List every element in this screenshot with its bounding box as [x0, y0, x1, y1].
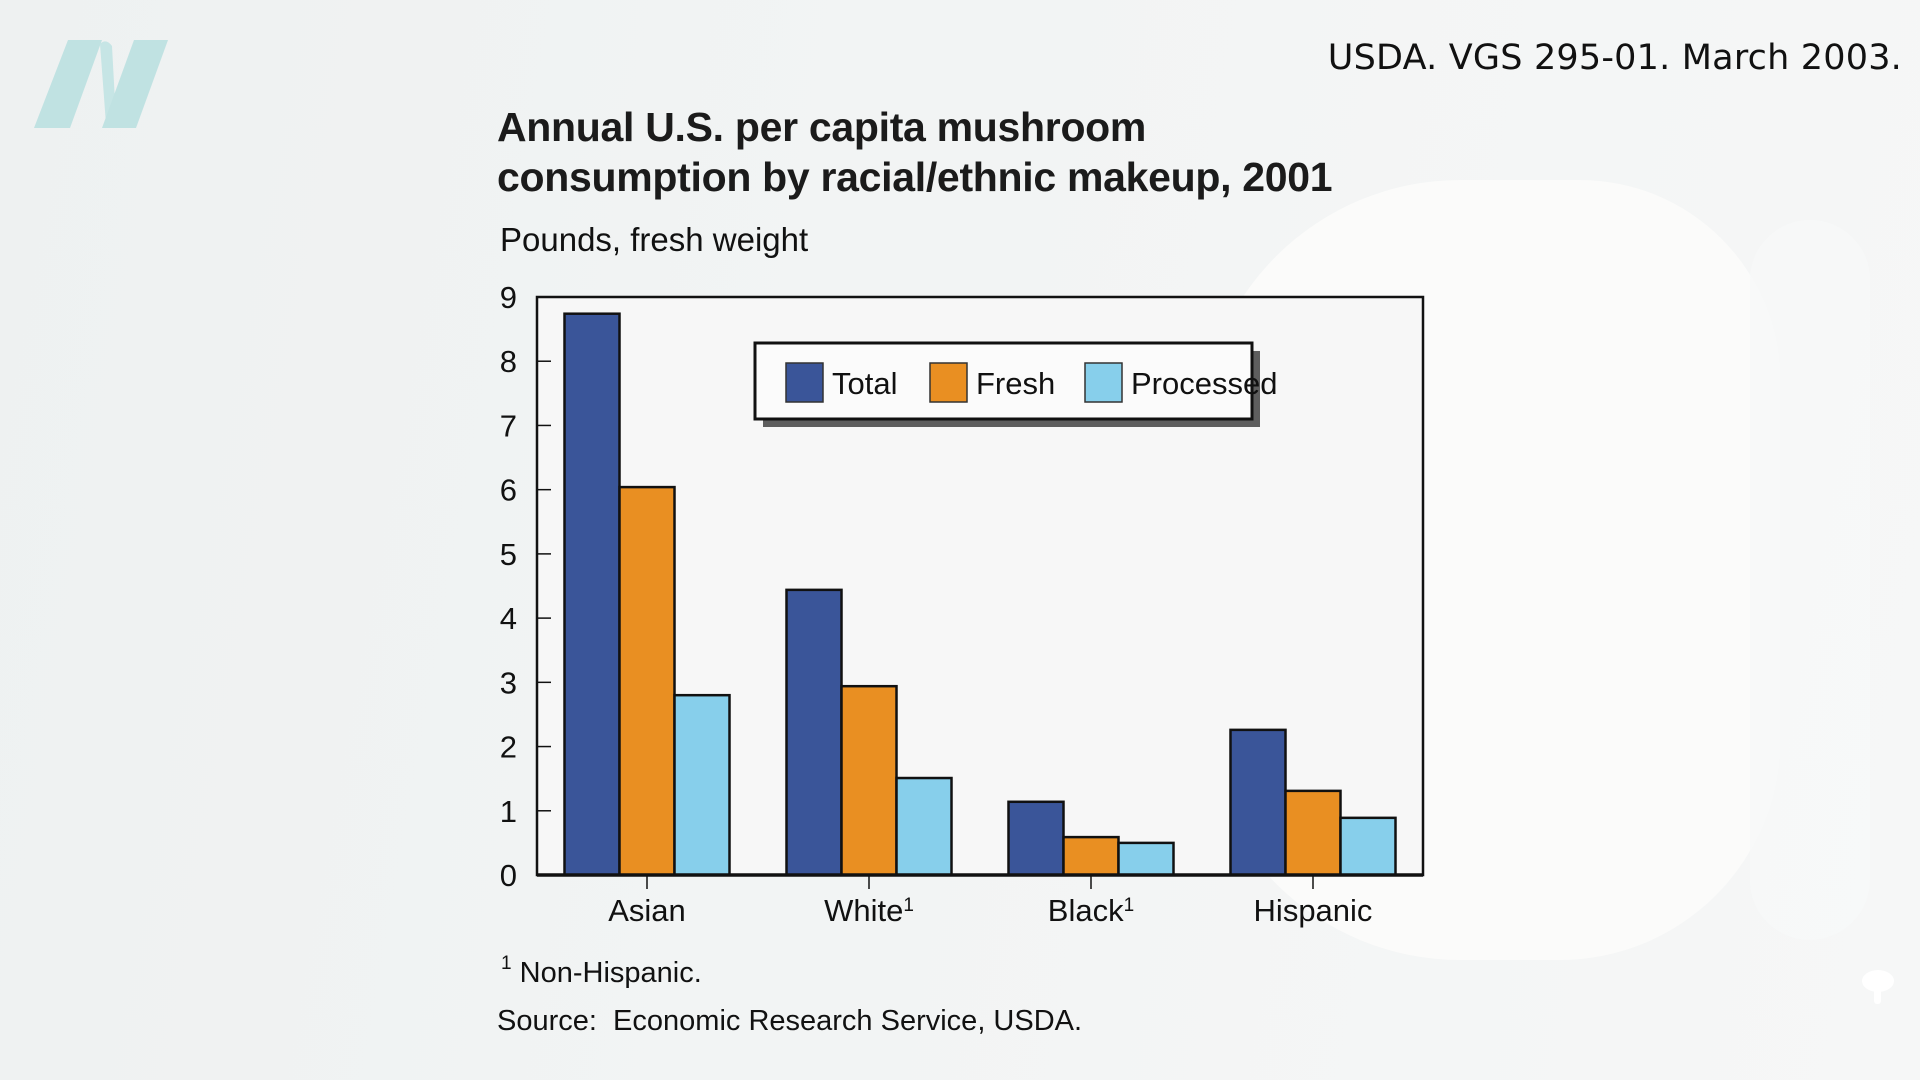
- legend-box: [753, 341, 1254, 421]
- y-tick-label: 8: [500, 344, 517, 379]
- legend-label-processed: Processed: [1131, 366, 1277, 401]
- bar-fresh-asian: [618, 485, 676, 877]
- x-tick-label: White1: [824, 893, 914, 928]
- bar-total-white: [785, 588, 843, 877]
- bar-processed-white: [895, 776, 953, 877]
- chart-title-line: Annual U.S. per capita mushroom: [497, 104, 1147, 150]
- bar-fresh-black: [1062, 835, 1120, 877]
- y-tick-label: 6: [500, 473, 517, 508]
- footnote-marker: 1: [501, 953, 512, 974]
- y-tick-label: 2: [500, 730, 517, 765]
- chart-title: Annual U.S. per capita mushroom consumpt…: [497, 102, 1333, 202]
- n-logo-icon: [34, 40, 168, 128]
- x-tick-label: Asian: [608, 893, 686, 928]
- y-tick-label: 3: [500, 665, 517, 700]
- bar-total-hispanic: [1229, 728, 1287, 877]
- legend-swatch-processed: [1084, 362, 1123, 403]
- chart-title-line: consumption by racial/ethnic makeup, 200…: [497, 154, 1333, 200]
- legend-label-fresh: Fresh: [976, 366, 1055, 401]
- footnote-text: Non-Hispanic.: [519, 957, 702, 989]
- tree-icon: [1862, 970, 1894, 1004]
- y-tick-label: 5: [500, 537, 517, 572]
- footnote: 1 Non-Hispanic.: [501, 953, 702, 990]
- y-tick-label: 1: [500, 794, 517, 829]
- legend-swatch-fresh: [929, 362, 968, 403]
- footnote-superscript: 1: [903, 895, 914, 916]
- y-tick-label: 4: [500, 601, 517, 636]
- footnote-superscript: 1: [1124, 895, 1135, 916]
- x-tick-label: Black1: [1048, 893, 1134, 928]
- bar-total-asian: [563, 312, 621, 877]
- legend-swatch-total: [785, 362, 824, 403]
- y-tick-label: 7: [500, 408, 517, 443]
- legend-label-total: Total: [832, 366, 897, 401]
- source-note: Source: Economic Research Service, USDA.: [497, 1005, 1083, 1037]
- citation-text: USDA. VGS 295-01. March 2003.: [1327, 38, 1902, 78]
- bar-fresh-hispanic: [1284, 789, 1342, 877]
- bar-processed-hispanic: [1339, 816, 1397, 877]
- bar-fresh-white: [840, 684, 898, 877]
- background-shape: [1750, 220, 1870, 940]
- x-tick-label: Hispanic: [1254, 893, 1373, 928]
- bar-processed-asian: [673, 693, 731, 877]
- bar-processed-black: [1117, 841, 1175, 877]
- y-tick-label: 9: [500, 280, 517, 315]
- bar-total-black: [1007, 800, 1065, 877]
- y-axis-unit-label: Pounds, fresh weight: [500, 221, 809, 258]
- y-tick-label: 0: [500, 858, 517, 893]
